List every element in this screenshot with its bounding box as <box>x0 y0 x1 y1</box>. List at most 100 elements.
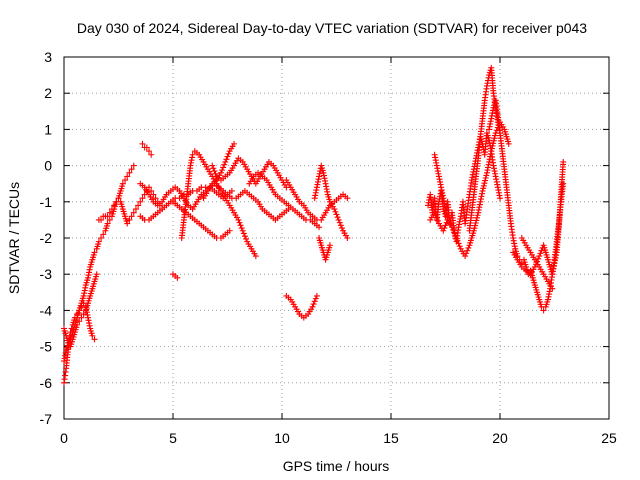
data-point-fill <box>223 156 230 163</box>
data-point-fill <box>221 161 228 168</box>
data-point-fill <box>456 243 463 250</box>
data-point <box>331 206 338 213</box>
data-point <box>135 202 142 209</box>
y-tick-label: -3 <box>40 266 53 282</box>
series-sat-t <box>431 151 451 223</box>
data-point <box>93 271 100 278</box>
series-sat-e <box>139 140 155 158</box>
data-point-fill <box>535 255 542 262</box>
data-point-fill <box>243 235 250 242</box>
data-point-fill <box>488 145 495 152</box>
data-point-fill <box>480 185 487 192</box>
data-point-fill <box>473 214 480 221</box>
data-point <box>209 162 216 169</box>
data-point-fill <box>492 132 499 139</box>
data-point <box>549 285 556 292</box>
data-point <box>189 151 196 158</box>
y-tick-label: -6 <box>40 375 53 391</box>
data-point <box>91 249 98 256</box>
series-sat-j <box>178 148 259 260</box>
data-point-fill <box>433 215 440 222</box>
data-point <box>68 325 75 332</box>
x-tick-label: 10 <box>274 430 290 446</box>
data-point-fill <box>337 222 344 229</box>
data-point <box>126 216 133 223</box>
data-point <box>126 169 133 176</box>
series-sat-g <box>137 180 235 213</box>
data-point-fill <box>455 240 462 247</box>
data-point <box>148 151 155 158</box>
y-tick-label: 1 <box>44 121 52 137</box>
data-point-fill <box>490 137 497 144</box>
series-sat-x <box>518 235 556 292</box>
y-tick-label: 0 <box>44 158 52 174</box>
data-point-fill <box>491 135 498 142</box>
data-point <box>453 235 460 241</box>
data-point-fill <box>465 244 472 251</box>
x-tick-label: 15 <box>383 430 399 446</box>
data-point <box>309 303 316 310</box>
data-point <box>326 242 333 249</box>
data-point <box>462 253 469 260</box>
chart-title: Day 030 of 2024, Sidereal Day-to-day VTE… <box>77 20 587 36</box>
data-point <box>71 314 78 321</box>
data-point-fill <box>311 298 318 305</box>
data-point <box>143 144 150 151</box>
data-point-fill <box>225 150 232 157</box>
data-point-fill <box>482 177 489 184</box>
data-point-fill <box>432 212 439 219</box>
data-point <box>488 148 495 155</box>
data-point-fill <box>238 225 245 232</box>
data-point <box>235 216 242 223</box>
series-sat-h <box>170 198 233 241</box>
data-point-fill <box>236 219 243 226</box>
series-sat-l <box>200 140 238 202</box>
data-point-fill <box>464 247 471 254</box>
data-point-fill <box>240 230 247 237</box>
series-sat-n <box>283 177 351 223</box>
data-point <box>479 187 486 194</box>
data-point <box>252 253 259 260</box>
data-point-fill <box>338 225 345 232</box>
data-point-fill <box>482 175 489 182</box>
data-point-fill <box>480 182 487 189</box>
data-point-fill <box>538 247 545 254</box>
x-tick-label: 0 <box>60 430 68 446</box>
data-point <box>431 209 438 216</box>
data-point <box>440 227 447 234</box>
data-point <box>444 216 451 223</box>
data-point-fill <box>220 164 227 171</box>
data-point-fill <box>483 172 490 179</box>
data-point <box>106 209 113 216</box>
data-point <box>505 140 512 147</box>
data-point <box>100 231 107 238</box>
data-point-fill <box>219 167 226 174</box>
data-point <box>217 169 224 176</box>
data-point <box>139 140 146 147</box>
data-point <box>239 227 246 234</box>
data-point-fill <box>310 301 317 308</box>
x-tick-label: 5 <box>169 430 177 446</box>
data-point-fill <box>312 295 319 302</box>
data-point <box>540 307 547 314</box>
data-point-fill <box>237 222 244 229</box>
data-point-fill <box>463 250 470 257</box>
y-tick-label: 2 <box>44 85 52 101</box>
data-point <box>344 235 351 241</box>
data-point <box>65 339 72 346</box>
data-point <box>139 195 146 202</box>
data-point-fill <box>441 225 448 232</box>
data-point <box>104 213 111 220</box>
data-point <box>95 238 102 245</box>
data-point <box>152 195 159 202</box>
data-point <box>74 311 81 318</box>
data-point <box>132 206 139 213</box>
data-point <box>137 198 144 205</box>
data-point-fill <box>241 233 248 240</box>
data-point-fill <box>333 211 340 218</box>
y-tick-label: -2 <box>40 230 53 246</box>
data-point <box>98 216 105 223</box>
series-sat-o <box>311 162 351 241</box>
x-axis-label: GPS time / hours <box>283 458 390 474</box>
data-point-fill <box>212 170 219 177</box>
